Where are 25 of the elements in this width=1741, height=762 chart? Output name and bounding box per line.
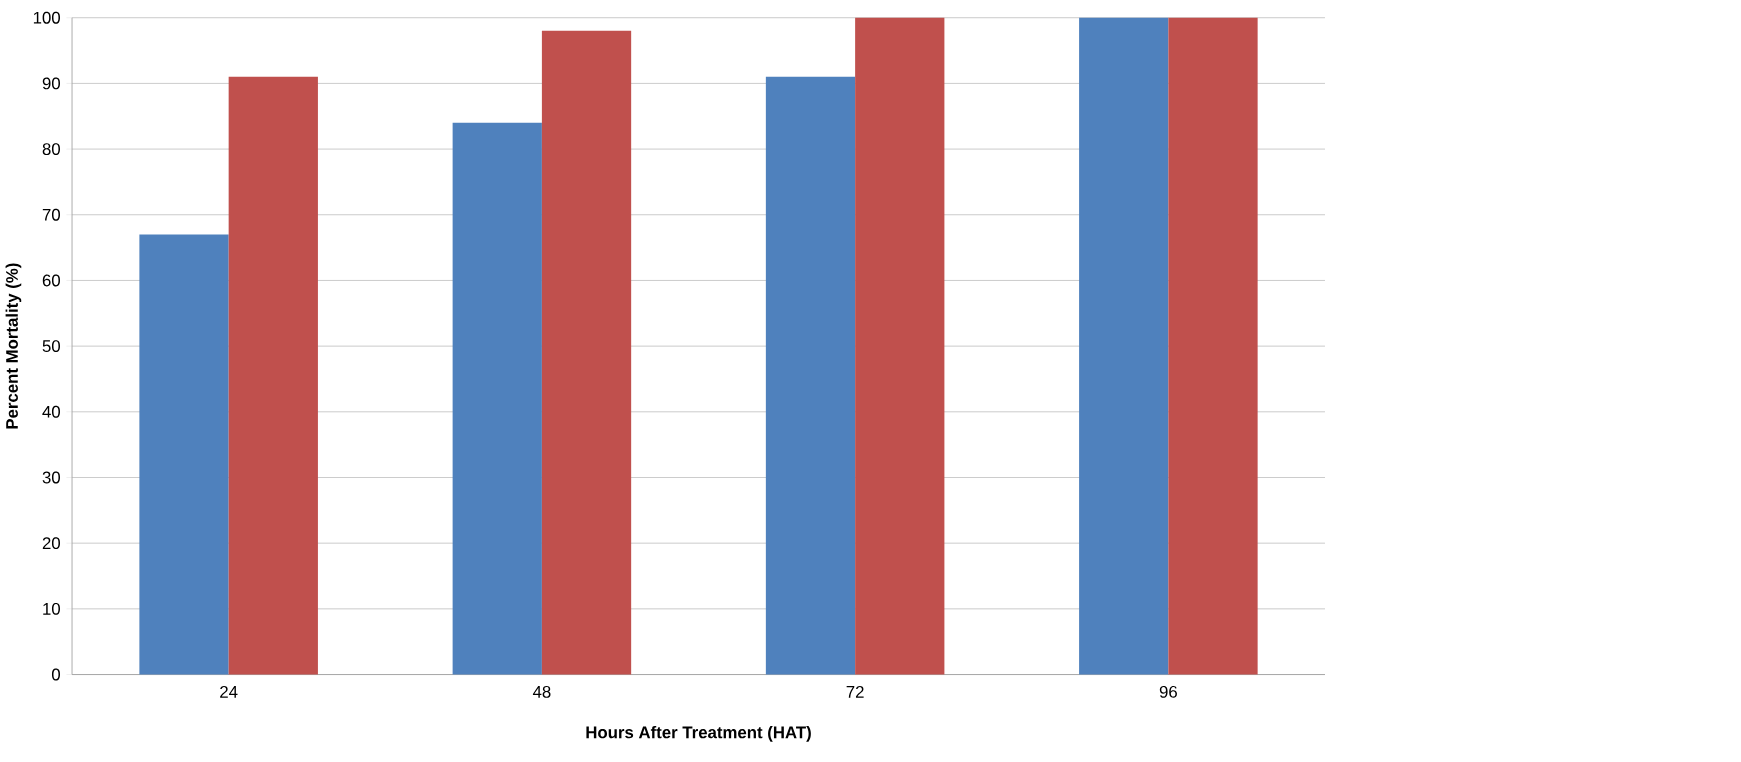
x-tick-label: 72 xyxy=(846,685,864,698)
y-tick-label: 90 xyxy=(42,77,60,90)
y-tick-label: 50 xyxy=(42,340,60,352)
y-tick-label: 60 xyxy=(42,274,60,287)
bar xyxy=(139,234,229,675)
y-tick-label: 70 xyxy=(42,208,60,221)
x-tick-label: 24 xyxy=(220,685,238,698)
y-tick-label: 0 xyxy=(51,668,61,681)
bar xyxy=(541,30,632,675)
x-tick-label: 48 xyxy=(532,685,551,698)
y-tick-label: 80 xyxy=(42,143,60,155)
y-tick-label: 40 xyxy=(42,405,60,418)
y-axis-title: Percent Mortality (%) xyxy=(5,263,22,429)
y-tick-label: 10 xyxy=(43,602,60,615)
bar xyxy=(765,76,856,675)
y-tick-label: 30 xyxy=(42,471,60,484)
bar xyxy=(452,122,542,675)
bar xyxy=(855,17,945,675)
y-tick-label: 20 xyxy=(42,537,60,550)
bar xyxy=(1079,17,1169,675)
bar xyxy=(228,76,318,675)
y-tick-label: 100 xyxy=(33,11,60,24)
bar xyxy=(1168,17,1258,675)
x-tick-label: 96 xyxy=(1159,685,1177,698)
x-axis-title: Hours After Treatment (HAT) xyxy=(586,725,811,742)
